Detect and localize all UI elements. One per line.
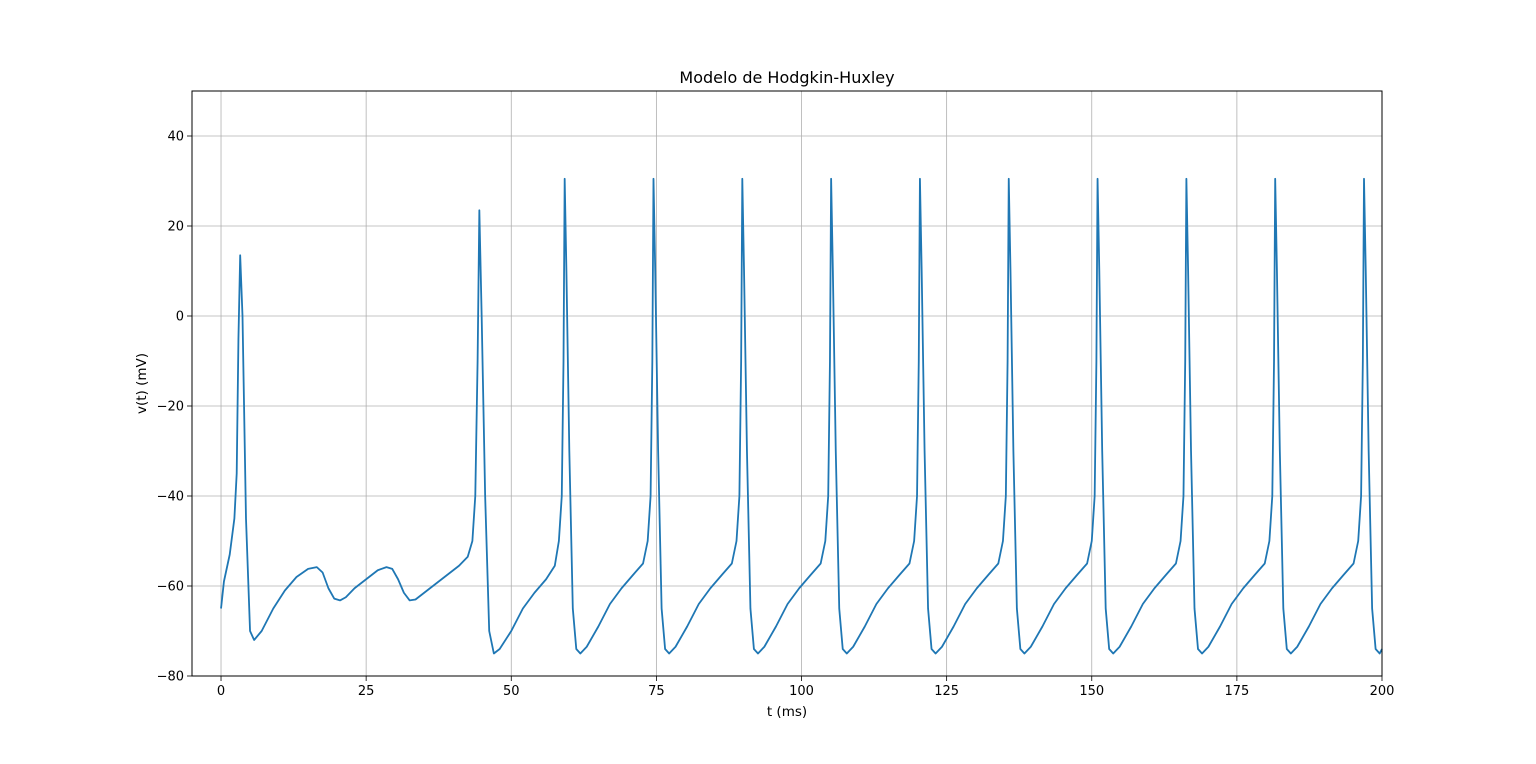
- y-axis-label: v(t) (mV): [134, 353, 150, 414]
- y-tick-label: −80: [157, 670, 184, 685]
- x-tick-label: 50: [503, 684, 520, 699]
- x-tick-label: 75: [648, 684, 665, 699]
- x-tick-label: 175: [1224, 684, 1249, 699]
- x-tick-label: 0: [217, 684, 225, 699]
- y-tick-label: −60: [157, 580, 184, 595]
- x-tick-label: 25: [358, 684, 375, 699]
- y-tick-label: −40: [157, 490, 184, 505]
- x-tick-label: 150: [1079, 684, 1104, 699]
- series-line: [220, 177, 1383, 655]
- plot-frame: [191, 90, 1383, 677]
- axis-ticks: 0 25 50 75 100 125 150 175 200 −80 −60 −40 −20 0 20 40: [157, 130, 1395, 700]
- x-axis-label: t (ms): [767, 704, 807, 720]
- y-tick-label: 0: [176, 310, 184, 325]
- x-tick-label: 125: [934, 684, 959, 699]
- x-tick-label: 100: [789, 684, 814, 699]
- y-tick-label: 20: [167, 220, 184, 235]
- y-tick-label: −20: [157, 400, 184, 415]
- plot-area: [220, 177, 1383, 655]
- y-tick-label: 40: [167, 130, 184, 145]
- x-tick-label: 200: [1370, 684, 1395, 699]
- chart-title: Modelo de Hodgkin-Huxley: [679, 68, 894, 87]
